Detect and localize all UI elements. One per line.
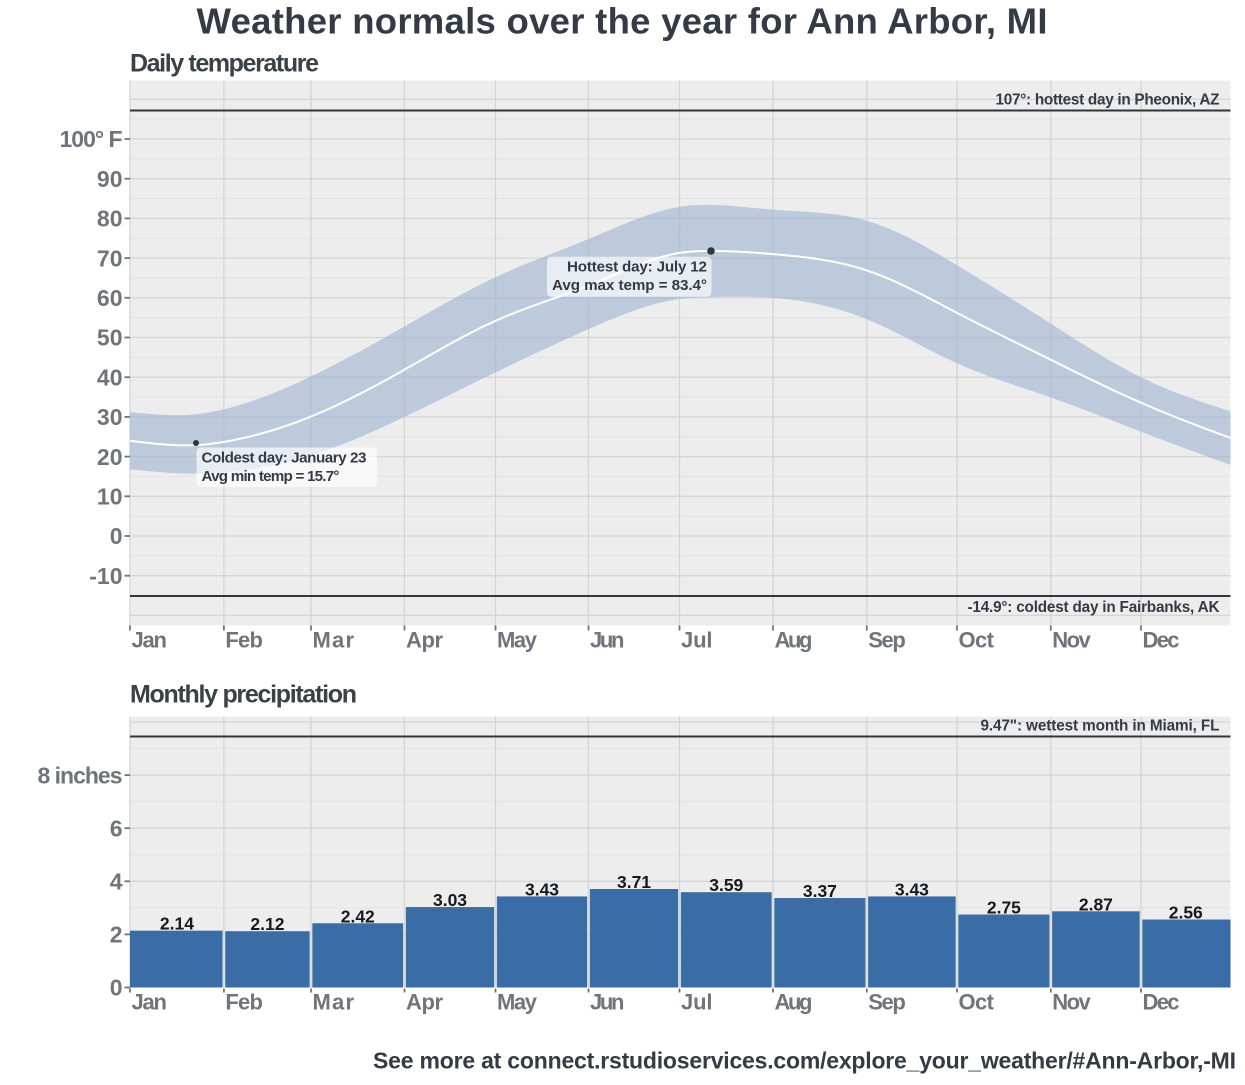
- svg-text:2.87: 2.87: [1079, 894, 1113, 914]
- svg-text:Apr: Apr: [406, 989, 443, 1014]
- svg-text:2.14: 2.14: [160, 914, 194, 934]
- svg-text:3.43: 3.43: [895, 879, 929, 899]
- svg-text:Jul: Jul: [681, 989, 713, 1014]
- svg-text:Mar: Mar: [313, 627, 355, 652]
- svg-text:Aug: Aug: [775, 627, 813, 652]
- svg-text:Jun: Jun: [590, 627, 625, 652]
- svg-text:Jul: Jul: [681, 627, 713, 652]
- svg-text:4: 4: [110, 869, 123, 895]
- svg-text:10: 10: [97, 484, 123, 510]
- svg-text:Apr: Apr: [406, 627, 443, 652]
- svg-text:Jan: Jan: [132, 627, 168, 652]
- svg-text:Avg min temp = 15.7°: Avg min temp = 15.7°: [202, 468, 340, 485]
- svg-text:Nov: Nov: [1052, 989, 1091, 1014]
- svg-text:Oct: Oct: [959, 989, 995, 1014]
- svg-text:Feb: Feb: [225, 989, 263, 1014]
- svg-text:-10: -10: [89, 563, 122, 589]
- svg-text:3.37: 3.37: [803, 881, 837, 901]
- svg-text:90: 90: [97, 166, 123, 192]
- svg-text:100° F: 100° F: [60, 126, 123, 152]
- svg-text:Avg max temp = 83.4°: Avg max temp = 83.4°: [552, 277, 707, 294]
- svg-text:Aug: Aug: [775, 989, 813, 1014]
- svg-text:8 inches: 8 inches: [38, 762, 123, 788]
- svg-text:2.75: 2.75: [987, 897, 1021, 917]
- svg-text:Sep: Sep: [868, 627, 906, 652]
- svg-text:Oct: Oct: [959, 627, 995, 652]
- svg-text:60: 60: [97, 285, 123, 311]
- svg-text:Dec: Dec: [1143, 989, 1180, 1014]
- svg-text:3.03: 3.03: [433, 890, 467, 910]
- svg-text:6: 6: [110, 815, 123, 841]
- svg-text:40: 40: [97, 364, 123, 390]
- svg-text:Coldest day: January 23: Coldest day: January 23: [202, 450, 367, 467]
- svg-text:3.71: 3.71: [617, 872, 651, 892]
- svg-text:Monthly precipitation: Monthly precipitation: [130, 681, 357, 709]
- svg-text:May: May: [497, 627, 538, 652]
- svg-text:Hottest day: July 12: Hottest day: July 12: [567, 259, 707, 276]
- svg-text:Weather normals over the year: Weather normals over the year for Ann Ar…: [197, 1, 1048, 42]
- svg-text:20: 20: [97, 444, 123, 470]
- svg-text:9.47": wettest month in Miami,: 9.47": wettest month in Miami, FL: [981, 718, 1220, 735]
- svg-text:107°: hottest day in Pheonix,: 107°: hottest day in Pheonix, AZ: [996, 92, 1220, 109]
- svg-text:80: 80: [97, 206, 123, 232]
- svg-text:Sep: Sep: [868, 989, 906, 1014]
- svg-text:50: 50: [97, 325, 123, 351]
- svg-text:Mar: Mar: [313, 989, 355, 1014]
- svg-text:0: 0: [110, 523, 123, 549]
- svg-text:3.43: 3.43: [525, 879, 559, 899]
- svg-text:Jan: Jan: [132, 989, 168, 1014]
- svg-text:Daily temperature: Daily temperature: [130, 50, 319, 78]
- svg-text:See more at connect.rstudioser: See more at connect.rstudioservices.com/…: [373, 1048, 1236, 1074]
- svg-text:2.12: 2.12: [250, 914, 284, 934]
- svg-text:Nov: Nov: [1052, 627, 1091, 652]
- svg-text:May: May: [497, 989, 538, 1014]
- svg-text:2.56: 2.56: [1169, 903, 1203, 923]
- svg-text:70: 70: [97, 245, 123, 271]
- svg-text:Dec: Dec: [1143, 627, 1180, 652]
- svg-text:0: 0: [110, 975, 123, 1001]
- svg-text:30: 30: [97, 404, 123, 430]
- svg-text:2.42: 2.42: [341, 906, 375, 926]
- svg-text:Feb: Feb: [225, 627, 263, 652]
- svg-text:3.59: 3.59: [709, 875, 743, 895]
- svg-text:Jun: Jun: [590, 989, 625, 1014]
- svg-text:2: 2: [110, 922, 123, 948]
- svg-text:-14.9°: coldest day in Fairban: -14.9°: coldest day in Fairbanks, AK: [968, 599, 1220, 616]
